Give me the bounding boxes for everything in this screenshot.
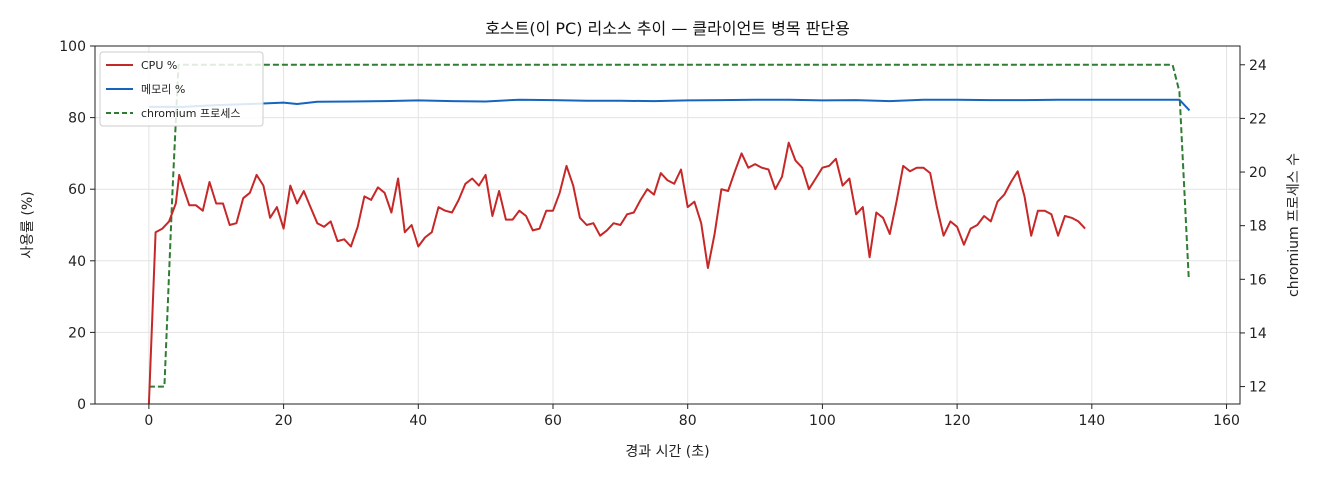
y-axis-ticks: 0 20 40 60 80 100 — [59, 39, 95, 413]
series-line-cpu — [147, 141, 1086, 405]
y-tick-label: 60 — [68, 182, 86, 198]
y2-tick-label: 20 — [1249, 165, 1267, 181]
plot-frame — [94, 45, 1241, 405]
y2-tick-label: 16 — [1249, 272, 1267, 288]
x-tick-label: 80 — [679, 413, 697, 429]
y-tick-label: 20 — [68, 325, 86, 341]
series-line-memory — [148, 98, 1191, 112]
x-tick-label: 40 — [409, 413, 427, 429]
y2-tick-label: 14 — [1249, 326, 1267, 342]
x-axis-ticks: 0 20 40 60 80 100 120 140 160 — [144, 404, 1240, 429]
y2-tick-label: 24 — [1249, 58, 1267, 74]
x-tick-label: 160 — [1213, 413, 1240, 429]
y-tick-label: 40 — [68, 254, 86, 270]
chart-title: 호스트(이 PC) 리소스 추이 — 클라이언트 병목 판단용 — [485, 19, 850, 38]
y-axis-label: 사용률 (%) — [20, 191, 36, 258]
y-tick-label: 80 — [68, 111, 86, 127]
legend-label-cpu: CPU % — [141, 59, 177, 72]
legend: CPU % 메모리 % chromium 프로세스 — [99, 51, 264, 127]
y2-tick-label: 22 — [1249, 111, 1267, 127]
y2-axis-label: chromium 프로세스 수 — [1286, 153, 1302, 297]
legend-label-memory: 메모리 % — [141, 83, 185, 96]
y-tick-label: 100 — [59, 39, 86, 55]
y2-tick-label: 12 — [1249, 380, 1267, 396]
y2-axis-ticks: 12 14 16 18 20 22 24 — [1240, 58, 1267, 396]
x-tick-label: 120 — [944, 413, 971, 429]
x-tick-label: 0 — [144, 413, 153, 429]
x-axis-label: 경과 시간 (초) — [625, 444, 709, 460]
x-tick-label: 60 — [544, 413, 562, 429]
y-tick-label: 0 — [77, 397, 86, 413]
y2-tick-label: 18 — [1249, 219, 1267, 235]
x-tick-label: 20 — [275, 413, 293, 429]
legend-label-chromium: chromium 프로세스 — [141, 107, 240, 120]
x-tick-label: 140 — [1078, 413, 1105, 429]
x-tick-label: 100 — [809, 413, 836, 429]
legend-box — [99, 51, 264, 127]
